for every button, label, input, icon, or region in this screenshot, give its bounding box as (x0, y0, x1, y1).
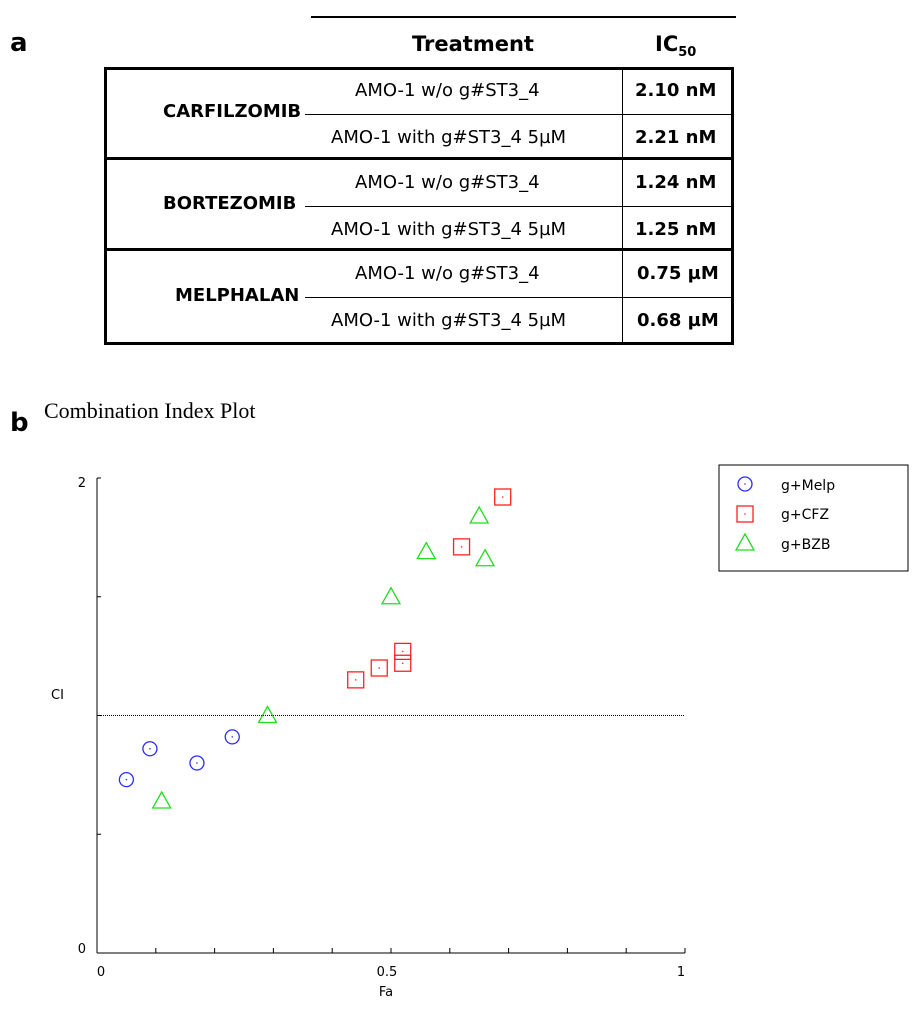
header-ic50: IC50 (655, 32, 696, 60)
bracket-line (305, 114, 315, 115)
treatment-cell: AMO-1 with g#ST3_4 5µM (331, 310, 567, 331)
treatment-cell: AMO-1 w/o g#ST3_4 (355, 172, 540, 193)
data-point-square (394, 642, 412, 661)
y-axis-label: CI (51, 688, 64, 703)
treatment-cell: AMO-1 with g#ST3_4 5µM (331, 219, 567, 240)
data-point-triangle (474, 548, 496, 567)
ic50-cell: 1.24 nM (635, 172, 717, 193)
panel-letter-b: b (10, 408, 29, 438)
panel-letter-a: a (10, 28, 28, 58)
x-tick-label: 0 (97, 965, 105, 980)
data-point-square (452, 538, 471, 556)
ic50-cell: 0.68 µM (637, 310, 719, 331)
ic50-cell: 1.25 nM (635, 219, 717, 240)
data-point-triangle (380, 586, 402, 605)
data-point-triangle (151, 790, 172, 809)
legend-marker-square (736, 505, 754, 523)
data-point-square (370, 659, 388, 677)
data-point-triangle (257, 705, 278, 724)
header-ic50-main: IC (655, 32, 679, 56)
x-tick-label: 1 (677, 965, 685, 980)
treatment-cell: AMO-1 with g#ST3_4 5µM (331, 127, 567, 148)
treatment-cell: AMO-1 w/o g#ST3_4 (355, 80, 540, 101)
x-tick-label: 0.5 (377, 965, 398, 980)
data-point-square (394, 654, 412, 672)
row-separator (312, 297, 734, 298)
bracket-line (305, 206, 315, 207)
row-separator (312, 206, 734, 207)
legend-label-melp: g+Melp (781, 478, 835, 494)
drug-label-bortezomib: BORTEZOMIB (163, 193, 297, 214)
y-tick-label: 0 (78, 942, 86, 957)
ic50-cell: 2.21 nM (635, 127, 717, 148)
group-separator (104, 157, 734, 160)
data-point-circle (142, 741, 158, 757)
data-point-circle (224, 729, 240, 745)
table-top-rule (311, 16, 736, 18)
bracket-line (305, 297, 315, 298)
drug-label-melphalan: MELPHALAN (175, 285, 300, 306)
x-axis-label: Fa (379, 985, 393, 1000)
legend-box (718, 464, 909, 572)
group-separator (104, 248, 734, 251)
drug-label-carfilzomib: CARFILZOMIB (163, 101, 302, 122)
markers (118, 488, 512, 809)
legend-markers (734, 476, 756, 551)
chart-title: Combination Index Plot (44, 398, 256, 423)
legend-marker-triangle (734, 532, 756, 551)
header-treatment: Treatment (412, 32, 534, 56)
column-separator (622, 69, 623, 343)
ic50-cell: 2.10 nM (635, 80, 717, 101)
data-point-square (494, 488, 512, 506)
data-point-circle (189, 755, 205, 771)
treatment-cell: AMO-1 w/o g#ST3_4 (355, 263, 540, 284)
legend-label-bzb: g+BZB (781, 537, 830, 553)
data-point-circle (118, 771, 135, 788)
legend-marker-circle (737, 476, 753, 492)
ic50-cell: 0.75 µM (637, 263, 719, 284)
data-point-triangle (469, 505, 490, 524)
data-point-square (347, 671, 365, 689)
row-separator (312, 114, 734, 115)
header-ic50-subscript: 50 (678, 45, 697, 61)
y-tick-label: 2 (78, 476, 86, 491)
legend-label-cfz: g+CFZ (781, 507, 829, 523)
data-point-triangle (416, 541, 437, 560)
